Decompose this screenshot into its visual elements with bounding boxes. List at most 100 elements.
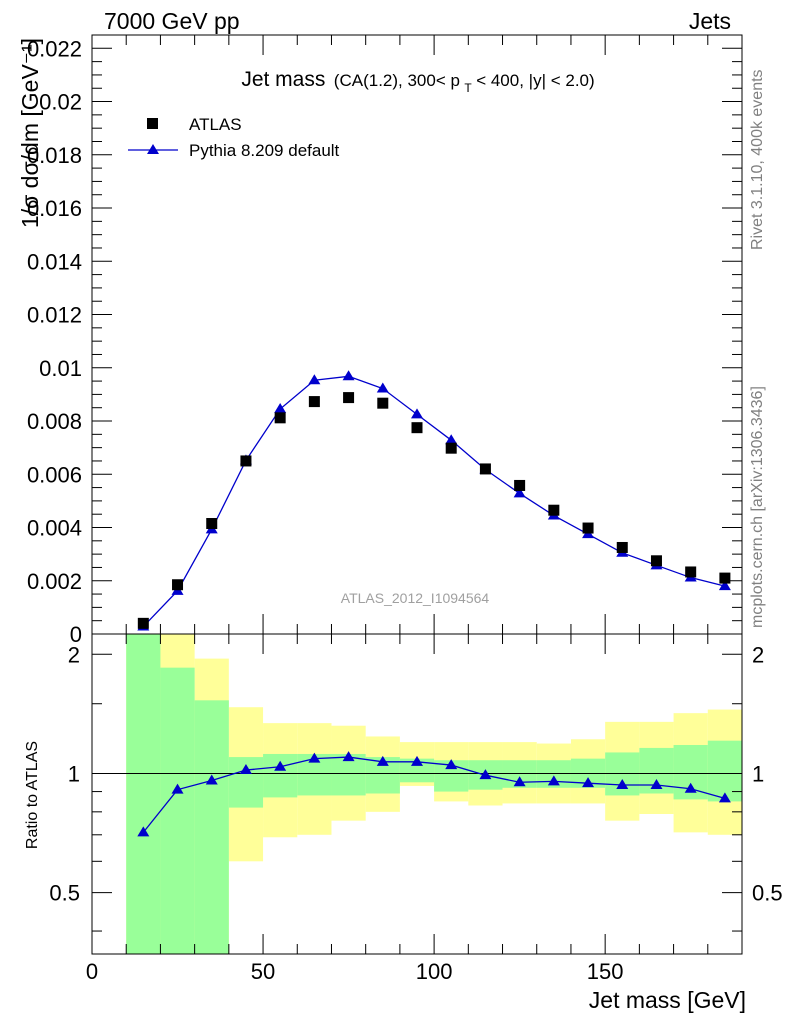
atlas-point — [240, 455, 252, 467]
ratio-mc-point — [239, 764, 252, 775]
x-tick-label: 100 — [416, 959, 453, 984]
ratio-band-inner — [126, 634, 161, 954]
atlas-point — [445, 442, 457, 454]
ratio-mc-point — [274, 760, 287, 771]
main-y-axis-label: 1/σ dσ/dm [GeV⁻¹] — [17, 38, 43, 228]
ratio-data-layer — [92, 634, 742, 954]
mc-point — [342, 370, 355, 381]
atlas-point — [548, 504, 560, 516]
legend-atlas-marker — [147, 118, 158, 129]
x-tick-label: 50 — [251, 959, 275, 984]
atlas-point — [274, 412, 286, 424]
ratio-frame — [91, 633, 743, 955]
x-axis-label: Jet mass [GeV] — [589, 987, 746, 1013]
ratio-ytick-labels: 0.5 0.5 1 1 2 2 — [49, 642, 782, 905]
ratio-mc-point — [411, 755, 423, 766]
plot-title: Jet mass (CA(1.2), 300< p T < 400, |y| <… — [241, 68, 594, 96]
ratio-ticks — [91, 634, 743, 954]
ratio-ytick-label-right: 2 — [752, 642, 764, 667]
ratio-ytick-label: 0.5 — [49, 881, 80, 906]
main-ytick-label: 0.01 — [39, 356, 82, 381]
ratio-band-inner — [707, 740, 742, 802]
main-ytick-label: 0.008 — [27, 409, 82, 434]
ratio-mc-point — [342, 751, 355, 762]
plot-title-cuts-end: < 400, |y| < 2.0) — [476, 71, 594, 90]
main-ytick-label: 0.002 — [27, 569, 82, 594]
ratio-band-inner — [194, 700, 229, 954]
atlas-point — [172, 579, 184, 591]
plot-title-cuts: (CA(1.2), 300< p — [334, 71, 460, 90]
ratio-y-axis-label: Ratio to ATLAS — [24, 741, 41, 849]
main-panel: 0 0.002 0.004 0.006 0.008 0.01 0.012 0.014 0.016… — [17, 34, 743, 647]
ratio-mc-point — [684, 782, 697, 793]
plot-title-sub: T — [464, 81, 472, 95]
mc-point — [411, 408, 423, 419]
plot-title-main: Jet mass — [241, 68, 325, 91]
atlas-point — [206, 518, 218, 530]
legend-pythia-label: Pythia 8.209 default — [189, 141, 340, 160]
legend-pythia-marker — [147, 144, 159, 154]
analysis-id: ATLAS_2012_I1094564 — [341, 590, 490, 606]
atlas-point — [343, 392, 355, 404]
atlas-point — [137, 617, 149, 629]
ratio-band-inner — [263, 753, 298, 798]
ratio-mc-point — [171, 783, 184, 794]
mc-point — [445, 434, 458, 445]
atlas-point — [616, 541, 628, 553]
ratio-mc-point — [616, 779, 629, 790]
main-mc-line — [142, 375, 726, 627]
main-ticks — [91, 35, 743, 635]
header-left: 7000 GeV pp — [104, 8, 240, 34]
mc-point — [274, 403, 287, 414]
ratio-mc-point — [547, 775, 560, 786]
atlas-point — [377, 397, 389, 409]
x-tick-labels: 0 50 100 150 — [86, 959, 624, 984]
atlas-point — [479, 463, 491, 475]
atlas-point — [582, 522, 594, 534]
main-ytick-label: 0.014 — [27, 249, 82, 274]
ratio-mc-point — [376, 755, 389, 766]
legend: ATLAS Pythia 8.209 default — [128, 115, 340, 160]
ratio-mc-point — [513, 776, 526, 787]
ratio-ytick-label: 2 — [68, 642, 80, 667]
main-ytick-label: 0.006 — [27, 462, 82, 487]
ratio-mc-point — [205, 774, 218, 785]
mc-point — [513, 487, 526, 498]
rivet-label: Rivet 3.1.10, 400k events — [749, 69, 766, 250]
ratio-band-inner — [160, 667, 195, 954]
ratio-mc-point — [308, 752, 321, 763]
atlas-point — [514, 479, 526, 491]
ratio-panel: 0.5 0.5 1 1 2 2 0 50 100 150 Ratio to ATLAS Jet … — [24, 633, 783, 1013]
main-ytick-label: 0.012 — [27, 303, 82, 328]
ratio-mc-point — [582, 777, 595, 788]
main-ytick-label: 0 — [70, 622, 82, 647]
atlas-point — [685, 566, 697, 578]
main-data-layer — [137, 370, 731, 631]
main-ytick-label: 0.02 — [39, 90, 82, 115]
mc-point — [308, 374, 321, 385]
main-ytick-labels: 0 0.002 0.004 0.006 0.008 0.01 0.012 0.014 0.016… — [27, 36, 82, 647]
legend-atlas-label: ATLAS — [189, 115, 242, 134]
ratio-mc-point — [479, 769, 492, 780]
ratio-mc-point — [137, 826, 150, 837]
x-tick-label: 0 — [86, 959, 98, 984]
main-ytick-label: 0.022 — [27, 36, 82, 61]
main-ytick-label: 0.018 — [27, 143, 82, 168]
ratio-ytick-label-right: 0.5 — [752, 881, 783, 906]
mc-point — [376, 382, 389, 393]
ratio-band-inner — [399, 758, 435, 783]
ratio-mc-point — [650, 779, 663, 790]
mc-point — [718, 580, 731, 591]
x-tick-label: 150 — [587, 959, 624, 984]
mcplots-label: mcplots.cern.ch [arXiv:1306.3436] — [749, 386, 766, 628]
ratio-mc-line — [142, 756, 726, 833]
atlas-point — [719, 572, 731, 584]
ratio-mc-point — [718, 792, 731, 803]
header-right: Jets — [689, 8, 731, 34]
main-ytick-label: 0.004 — [27, 516, 82, 541]
ratio-ytick-label: 1 — [68, 761, 80, 786]
atlas-point — [308, 396, 320, 408]
ratio-ytick-label-right: 1 — [752, 761, 764, 786]
atlas-point — [650, 555, 662, 567]
